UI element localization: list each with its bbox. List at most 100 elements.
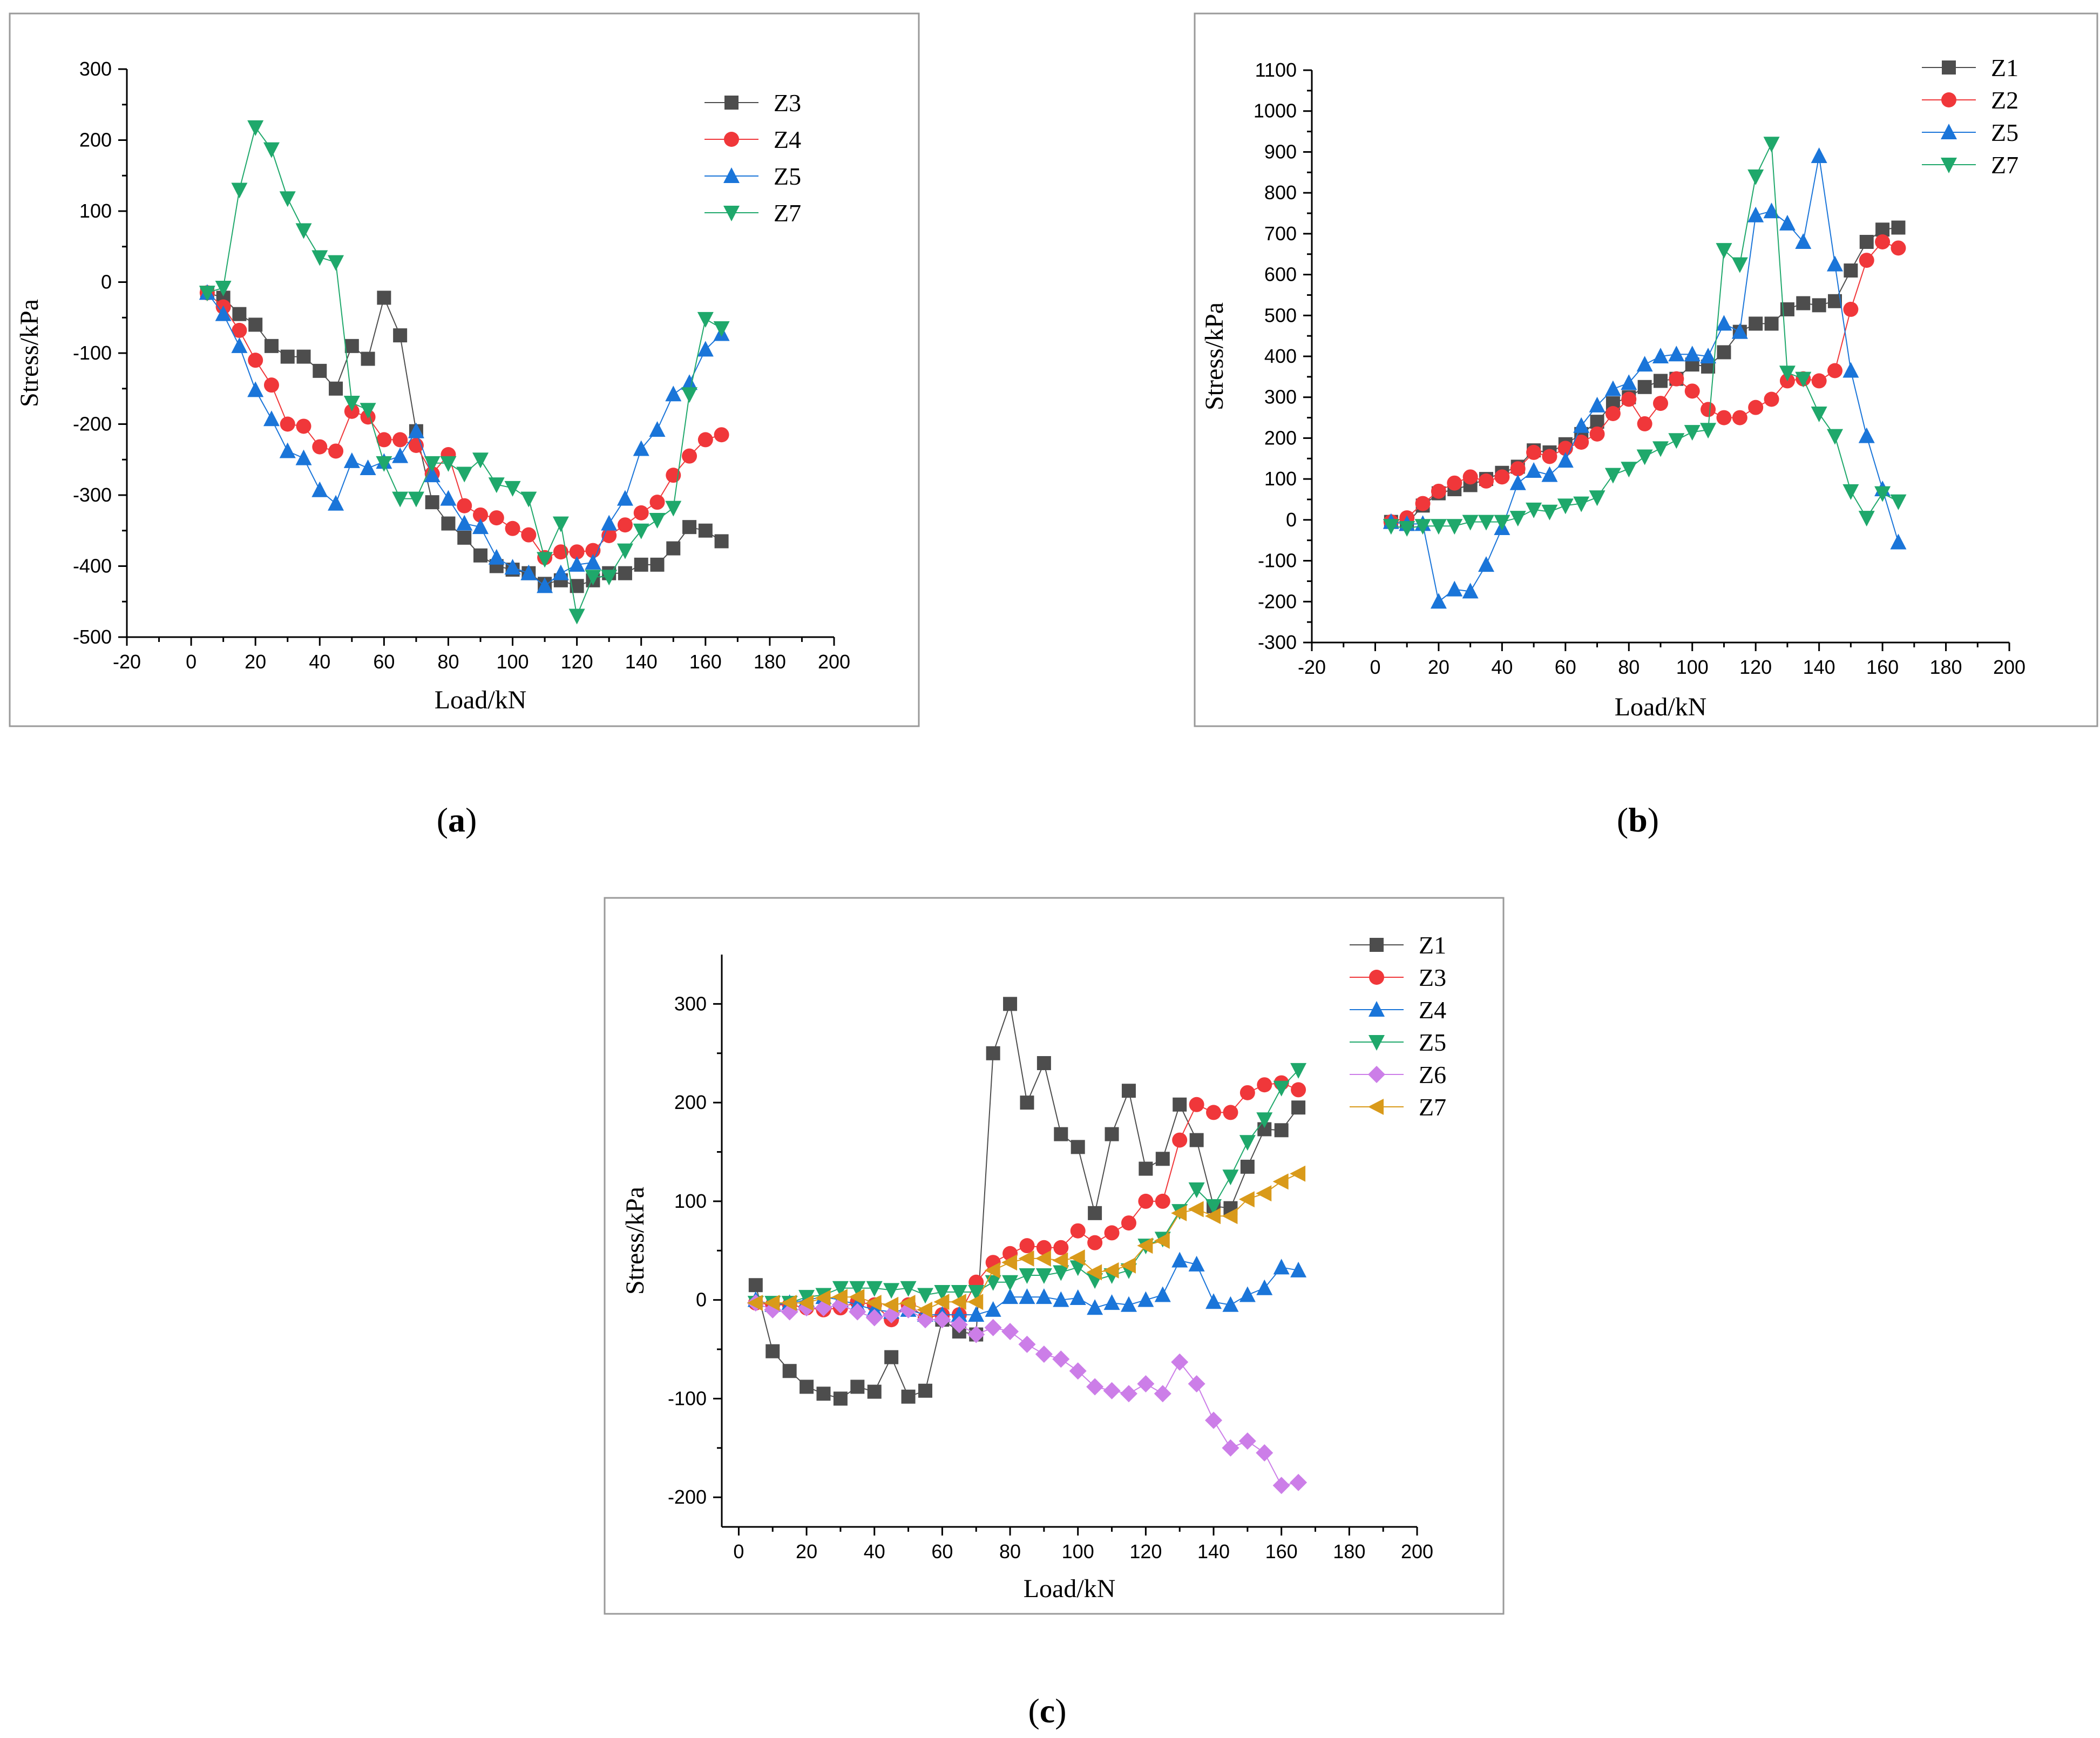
legend-label-Z5: Z5 <box>774 163 801 190</box>
data-point-Z5 <box>1541 466 1558 482</box>
data-point-Z5 <box>1446 580 1463 597</box>
data-point-Z7 <box>798 1295 814 1311</box>
data-point-Z5 <box>1053 1265 1069 1281</box>
data-point-Z2 <box>1479 473 1494 489</box>
data-point-Z7 <box>1018 1250 1034 1267</box>
data-point-Z2 <box>1732 410 1747 425</box>
data-point-Z4 <box>569 544 585 560</box>
data-point-Z3 <box>329 381 343 396</box>
data-point-Z2 <box>1843 301 1859 317</box>
series-Z7 <box>747 1165 1306 1318</box>
data-point-Z1 <box>782 1364 797 1378</box>
data-point-Z7 <box>1589 490 1606 506</box>
x-tick-label: 100 <box>1676 656 1709 678</box>
data-point-Z7 <box>247 120 264 136</box>
data-point-Z2 <box>1811 373 1827 389</box>
data-point-Z3 <box>441 516 456 531</box>
data-point-Z7 <box>1874 486 1891 502</box>
data-point-Z4 <box>1120 1296 1137 1312</box>
data-point-Z5 <box>328 495 344 511</box>
data-point-Z5 <box>1604 380 1621 396</box>
data-point-Z3 <box>280 349 295 364</box>
data-point-Z7 <box>1827 429 1843 445</box>
data-point-Z5 <box>552 564 569 580</box>
data-point-Z4 <box>1273 1259 1290 1275</box>
data-point-Z3 <box>1223 1105 1238 1120</box>
x-tick-label: -20 <box>1298 656 1326 678</box>
data-point-Z1 <box>918 1383 932 1398</box>
data-point-Z5 <box>900 1281 917 1297</box>
data-point-Z4 <box>1019 1288 1035 1304</box>
y-axis-title: Stress/kPa <box>621 1187 649 1295</box>
x-tick-label: 40 <box>309 651 330 673</box>
data-point-Z3 <box>1155 1193 1170 1209</box>
x-tick-label: 100 <box>1062 1540 1094 1563</box>
data-point-Z5 <box>1684 346 1701 362</box>
data-point-Z1 <box>1105 1127 1119 1141</box>
series-Z1 <box>748 997 1306 1406</box>
data-point-Z1 <box>1891 220 1906 235</box>
data-point-Z7 <box>311 250 328 266</box>
data-point-Z5 <box>681 374 698 390</box>
data-point-Z7 <box>328 255 344 271</box>
data-point-Z7 <box>967 1294 984 1310</box>
data-point-Z1 <box>1717 345 1731 360</box>
data-point-Z3 <box>361 351 375 366</box>
legend-marker-Z3 <box>1369 970 1384 985</box>
data-point-Z7 <box>1716 243 1732 259</box>
data-point-Z5 <box>1573 417 1590 433</box>
data-point-Z5 <box>360 459 376 476</box>
data-point-Z7 <box>633 523 649 539</box>
data-point-Z7 <box>585 570 601 586</box>
data-point-Z4 <box>985 1301 1001 1317</box>
data-point-Z6 <box>1035 1345 1053 1363</box>
data-point-Z5 <box>1716 315 1732 331</box>
data-point-Z5 <box>917 1288 933 1304</box>
data-point-Z1 <box>1173 1097 1187 1112</box>
y-tick-label: 1100 <box>1255 59 1297 81</box>
data-point-Z7 <box>295 223 312 239</box>
x-tick-label: 60 <box>931 1540 953 1563</box>
legend-label-Z1: Z1 <box>1419 931 1446 959</box>
x-tick-label: 180 <box>754 651 786 673</box>
legend-label-Z5: Z5 <box>1991 119 2018 146</box>
data-point-Z4 <box>1171 1252 1188 1268</box>
data-point-Z7 <box>440 456 457 472</box>
data-point-Z7 <box>537 552 553 568</box>
x-tick-label: 160 <box>1265 1540 1298 1563</box>
data-point-Z7 <box>1154 1233 1170 1249</box>
y-tick-label: 900 <box>1264 140 1297 163</box>
data-point-Z4 <box>521 527 537 543</box>
x-tick-label: -20 <box>113 651 141 673</box>
data-point-Z1 <box>766 1344 780 1358</box>
data-point-Z2 <box>1526 444 1542 460</box>
series-Z7 <box>199 120 730 625</box>
data-point-Z3 <box>1019 1238 1035 1254</box>
data-point-Z7 <box>504 481 521 497</box>
data-point-Z7 <box>1652 441 1669 457</box>
y-tick-label: 300 <box>1264 386 1297 408</box>
x-axis-title: Load/kN <box>435 686 527 714</box>
data-point-Z1 <box>1054 1127 1068 1141</box>
data-point-Z5 <box>1668 346 1685 362</box>
data-point-Z3 <box>232 307 247 321</box>
data-point-Z1 <box>1844 263 1858 278</box>
data-point-Z7 <box>360 403 376 419</box>
data-point-Z6 <box>1052 1350 1070 1368</box>
data-point-Z4 <box>682 448 697 464</box>
data-point-Z5 <box>798 1290 815 1306</box>
data-point-Z7 <box>1621 462 1637 478</box>
data-point-Z7 <box>1700 423 1717 439</box>
data-point-Z7 <box>1795 371 1812 388</box>
data-point-Z3 <box>313 363 327 378</box>
y-tick-label: 1000 <box>1254 100 1297 122</box>
data-point-Z5 <box>1188 1182 1205 1198</box>
data-point-Z1 <box>1088 1206 1102 1220</box>
data-point-Z2 <box>1589 426 1605 442</box>
legend-label-Z7: Z7 <box>1991 151 2018 179</box>
data-point-Z1 <box>816 1387 831 1401</box>
data-point-Z4 <box>968 1306 985 1322</box>
data-point-Z6 <box>1137 1375 1155 1392</box>
legend-marker-Z7 <box>723 206 740 221</box>
data-point-Z5 <box>1795 233 1812 249</box>
